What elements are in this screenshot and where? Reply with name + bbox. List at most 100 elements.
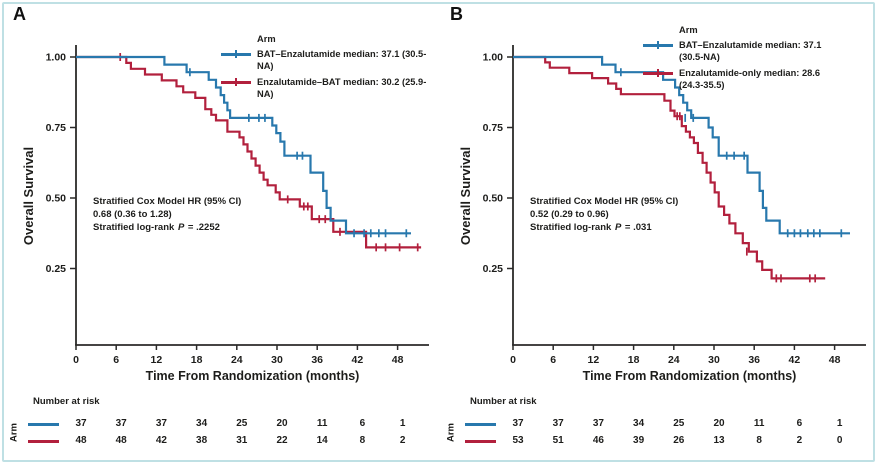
risk-count: 22 <box>276 435 288 446</box>
stats-hr-title: Stratified Cox Model HR (95% CI) <box>93 196 242 207</box>
legend: Arm BAT–Enzalutamide median: 37.1 (30.5-… <box>221 33 439 104</box>
risk-count: 38 <box>196 435 208 446</box>
risk-table: 37 37 37 34 25 20 11 6 1 53 51 46 39 26 13 8 2 0 <box>438 0 876 464</box>
risk-count: 1 <box>836 418 843 429</box>
x-tick-label: 30 <box>708 354 720 366</box>
legend-entry-label: Enzalutamide–BAT median: 30.2 (25.9-NA) <box>257 77 427 99</box>
legend-entries: BAT–Enzalutamide median: 37.1 (30.5-NA) En… <box>643 39 821 91</box>
km-curve <box>513 55 826 280</box>
number-at-risk-label: Number at risk <box>470 396 537 407</box>
panel-b: B 1.00 0.75 0.50 0.25 0 6 12 18 24 30 36 42 48 Overa… <box>438 0 876 464</box>
risk-count: 51 <box>552 435 564 446</box>
risk-count: 39 <box>633 435 645 446</box>
y-tick-label: 0.50 <box>483 193 504 205</box>
km-plot: 1.00 0.75 0.50 0.25 0 6 12 18 24 30 36 42 48 <box>46 45 429 366</box>
legend: Arm BAT–Enzalutamide median: 37.1 (30.5-N… <box>643 24 821 95</box>
x-axis-label: Time From Randomization (months) <box>145 369 360 383</box>
risk-count: 37 <box>592 418 604 429</box>
panel-letter: A <box>13 4 26 24</box>
risk-row-marker <box>28 423 59 426</box>
x-tick-label: 6 <box>550 354 556 366</box>
stats-logrank: Stratified log-rank P = .031 <box>530 222 652 233</box>
stats-hr-value: 0.52 (0.29 to 0.96) <box>530 209 609 220</box>
risk-count: 11 <box>753 418 765 429</box>
legend-entry: BAT–Enzalutamide median: 37.1 (30.5-NA) <box>643 39 821 63</box>
risk-count: 48 <box>115 435 127 446</box>
risk-count: 2 <box>796 435 803 446</box>
km-curve <box>76 55 411 235</box>
x-tick-label: 24 <box>668 354 680 366</box>
risk-count: 37 <box>552 418 564 429</box>
risk-count: 20 <box>713 418 725 429</box>
legend-entry: Enzalutamide-only median: 28.6 (24.3-35.5… <box>643 67 821 91</box>
legend-line-marker <box>221 50 251 59</box>
km-plot: 1.00 0.75 0.50 0.25 0 6 12 18 24 30 36 42 48 <box>483 45 866 366</box>
risk-count: 6 <box>359 418 366 429</box>
risk-row-marker <box>28 440 59 443</box>
y-tick-label: 0.25 <box>483 263 504 275</box>
legend-entry-label: BAT–Enzalutamide median: 37.1 (30.5-NA) <box>679 40 822 62</box>
censor-cross-icon <box>657 69 659 78</box>
risk-count: 8 <box>756 435 762 446</box>
risk-count: 48 <box>75 435 87 446</box>
legend-line-marker <box>221 78 251 87</box>
risk-count: 2 <box>399 435 406 446</box>
stats-hr-title: Stratified Cox Model HR (95% CI) <box>530 196 679 207</box>
risk-count: 34 <box>196 418 208 429</box>
risk-count: 53 <box>512 435 524 446</box>
risk-count: 31 <box>236 435 248 446</box>
risk-count: 34 <box>633 418 645 429</box>
x-tick-label: 18 <box>191 354 203 366</box>
panel-a: A 1.00 0.75 0.50 0.25 0 6 12 18 24 30 36 42 48 Overa… <box>1 0 439 464</box>
stats-hr-value: 0.68 (0.36 to 1.28) <box>93 209 172 220</box>
y-tick-label: 1.00 <box>46 52 67 64</box>
x-tick-label: 36 <box>311 354 323 366</box>
risk-count: 42 <box>155 435 167 446</box>
risk-count: 46 <box>592 435 604 446</box>
y-tick-label: 0.25 <box>46 263 67 275</box>
stats-block: Stratified Cox Model HR (95% CI) 0.68 (0… <box>93 195 241 234</box>
x-tick-label: 30 <box>271 354 283 366</box>
risk-count: 11 <box>316 418 328 429</box>
x-tick-label: 42 <box>789 354 801 366</box>
x-tick-label: 0 <box>73 354 79 366</box>
censor-cross-icon <box>235 78 237 87</box>
risk-count: 26 <box>673 435 685 446</box>
x-tick-label: 36 <box>748 354 760 366</box>
risk-row-marker <box>465 423 496 426</box>
panel-letter: B <box>450 4 463 24</box>
x-tick-label: 48 <box>392 354 404 366</box>
x-tick-label: 6 <box>113 354 119 366</box>
censor-cross-icon <box>657 41 659 50</box>
y-tick-label: 0.50 <box>46 193 67 205</box>
y-tick-label: 0.75 <box>46 122 67 134</box>
stats-logrank: Stratified log-rank P = .2252 <box>93 222 220 233</box>
risk-row-marker <box>465 440 496 443</box>
x-tick-label: 12 <box>151 354 163 366</box>
x-tick-label: 42 <box>352 354 364 366</box>
legend-title: Arm <box>257 34 276 44</box>
censor-cross-icon <box>235 50 237 59</box>
stats-block: Stratified Cox Model HR (95% CI) 0.52 (0… <box>530 195 678 234</box>
legend-line-marker <box>643 41 673 50</box>
risk-count: 25 <box>673 418 685 429</box>
risk-count: 13 <box>713 435 725 446</box>
x-axis-label: Time From Randomization (months) <box>582 369 797 383</box>
y-tick-label: 0.75 <box>483 122 504 134</box>
risk-count: 8 <box>359 435 366 446</box>
risk-count: 20 <box>276 418 288 429</box>
risk-count: 1 <box>399 418 406 429</box>
risk-count: 37 <box>512 418 524 429</box>
risk-count: 37 <box>115 418 127 429</box>
legend-entries: BAT–Enzalutamide median: 37.1 (30.5-NA) E… <box>221 48 439 100</box>
x-tick-label: 48 <box>829 354 841 366</box>
legend-entry: BAT–Enzalutamide median: 37.1 (30.5-NA) <box>221 48 439 72</box>
km-curve <box>513 55 850 235</box>
legend-entry: Enzalutamide–BAT median: 30.2 (25.9-NA) <box>221 76 439 100</box>
x-tick-label: 18 <box>628 354 640 366</box>
number-at-risk-label: Number at risk <box>33 396 100 407</box>
risk-count: 37 <box>155 418 167 429</box>
risk-count: 25 <box>236 418 248 429</box>
legend-line-marker <box>643 69 673 78</box>
